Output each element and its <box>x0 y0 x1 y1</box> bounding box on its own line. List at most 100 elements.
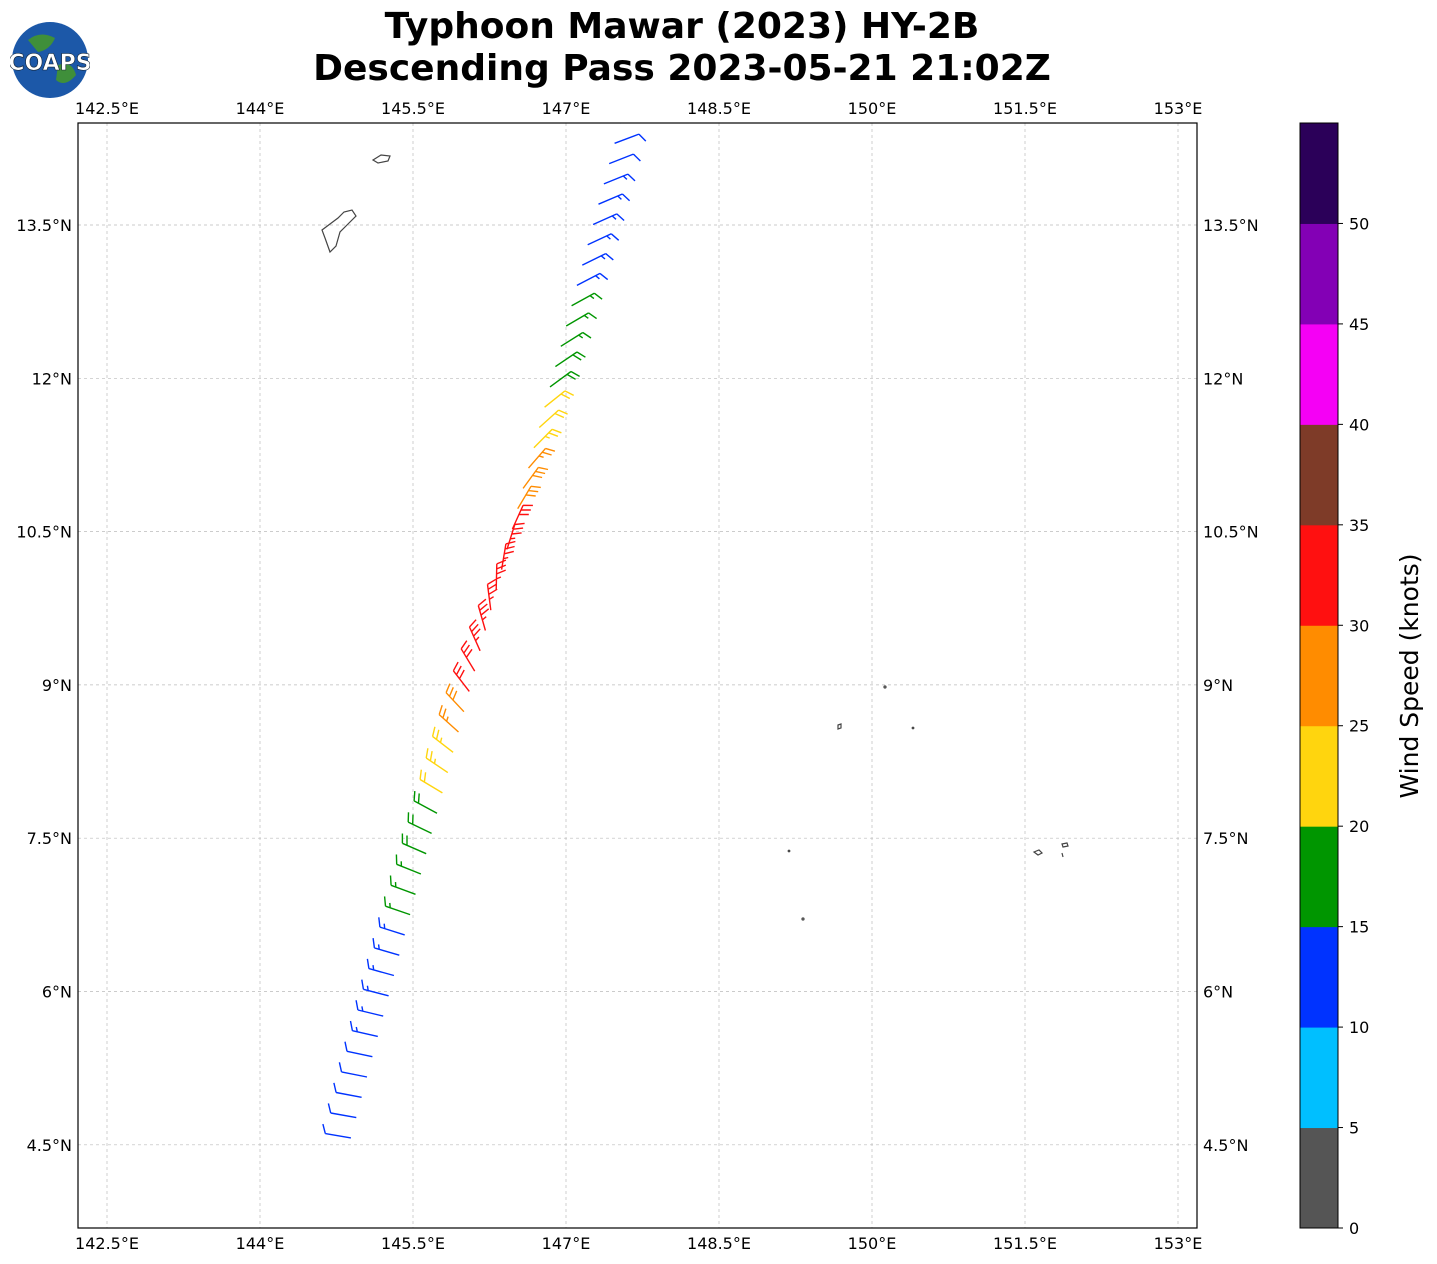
wind-barb <box>407 812 432 835</box>
coastlines <box>321 154 1069 921</box>
coaps-logo: COAPS <box>10 22 90 98</box>
wind-barb <box>344 1041 373 1058</box>
colorbar-segment <box>1300 424 1338 526</box>
lat-tick-label-left: 10.5°N <box>16 523 72 542</box>
colorbar-tick-label: 35 <box>1349 516 1369 535</box>
lat-tick-label-left: 12°N <box>32 369 72 388</box>
colorbar-tick-label: 30 <box>1349 616 1369 635</box>
lon-tick-label-bottom: 145.5°E <box>381 1234 445 1253</box>
title-line-1: Typhoon Mawar (2023) HY-2B <box>384 6 980 47</box>
wind-barb <box>477 598 490 631</box>
lat-tick-label-right: 12°N <box>1203 369 1243 388</box>
wind-barb <box>431 726 454 753</box>
colorbar-tick-label: 45 <box>1349 315 1369 334</box>
wind-barb <box>587 233 620 246</box>
wind-barb <box>333 1082 362 1098</box>
gridlines <box>78 123 1197 1228</box>
wind-barb <box>511 504 533 530</box>
wind-barb <box>544 390 575 408</box>
wind-barb <box>389 875 416 895</box>
colorbar: 0 5 10 15 20 25 30 35 40 45 50 <box>1299 122 1369 1238</box>
colorbar-segment <box>1300 524 1338 626</box>
wind-barb <box>517 485 541 510</box>
wind-barb <box>413 791 438 814</box>
wind-barb <box>608 153 641 165</box>
lat-tick-label-right: 7.5°N <box>1203 829 1248 848</box>
colorbar-segment <box>1300 625 1338 727</box>
wind-barb <box>571 292 603 307</box>
wind-barb <box>565 312 598 327</box>
colorbar-segment <box>1300 223 1338 325</box>
lat-tick-label-left: 6°N <box>42 983 72 1002</box>
colorbar-segment <box>1300 323 1338 425</box>
wind-barbs <box>322 123 647 1139</box>
colorbar-tick-label: 0 <box>1349 1219 1359 1238</box>
colorbar-segment <box>1300 1127 1338 1229</box>
wind-barb <box>395 854 422 875</box>
lon-tick-label-bottom: 153°E <box>1154 1234 1203 1253</box>
wind-barb <box>522 466 549 489</box>
lon-tick-label-top: 151.5°E <box>993 99 1057 118</box>
lon-tick-label-top: 148.5°E <box>687 99 751 118</box>
wind-barb <box>372 938 400 956</box>
lat-tick-label-right: 13.5°N <box>1203 216 1259 235</box>
lon-tick-label-top: 145.5°E <box>381 99 445 118</box>
wind-barb <box>500 540 516 570</box>
colorbar-segment <box>1300 826 1338 928</box>
colorbar-segment <box>1300 123 1338 224</box>
colorbar-tick-label: 10 <box>1349 1018 1369 1037</box>
colorbar-frame <box>1299 122 1339 1229</box>
lon-tick-label-bottom: 144°E <box>236 1234 285 1253</box>
lon-tick-label-top: 142.5°E <box>75 99 139 118</box>
lat-tick-label-left: 9°N <box>42 676 72 695</box>
wind-barb <box>576 272 609 287</box>
wind-barb <box>598 193 631 205</box>
island <box>787 849 791 853</box>
lat-tick-label-right: 10.5°N <box>1203 523 1259 542</box>
colorbar-tick-label: 5 <box>1349 1119 1359 1138</box>
wind-barb <box>506 522 525 550</box>
wind-barb <box>401 833 427 855</box>
lat-tick-label-left: 4.5°N <box>27 1136 72 1155</box>
wind-barb <box>538 409 568 429</box>
lon-tick-label-bottom: 148.5°E <box>687 1234 751 1253</box>
colorbar-tick-label: 15 <box>1349 918 1369 937</box>
lat-tick-label-left: 7.5°N <box>27 829 72 848</box>
lon-tick-label-top: 153°E <box>1154 99 1203 118</box>
lon-tick-label-bottom: 147°E <box>542 1234 591 1253</box>
map-frame <box>77 122 1198 1229</box>
wind-barb <box>349 1020 378 1038</box>
wind-barb <box>581 252 614 266</box>
title-line-2: Descending Pass 2023-05-21 21:02Z <box>313 48 1051 89</box>
rota-island <box>371 154 391 164</box>
wind-barb <box>533 428 562 449</box>
wind-barb <box>527 447 556 469</box>
colorbar-tick-label: 25 <box>1349 717 1369 736</box>
wind-barb <box>614 133 647 144</box>
wind-barb <box>495 559 507 590</box>
wind-barb <box>419 769 443 794</box>
wind-barb <box>555 351 586 368</box>
lon-tick-label-bottom: 142.5°E <box>75 1234 139 1253</box>
wind-barb <box>378 917 405 936</box>
lon-tick-label-top: 150°E <box>848 99 897 118</box>
lat-tick-label-right: 4.5°N <box>1203 1136 1248 1155</box>
wind-barb <box>486 578 498 611</box>
wind-barb <box>549 370 580 388</box>
colorbar-tick-label: 40 <box>1349 415 1369 434</box>
axis-ticks: 142.5°E 142.5°E 144°E 144°E 145.5°E 145.5°E 14… <box>16 99 1258 1253</box>
wind-barb <box>425 748 449 774</box>
lon-tick-label-bottom: 151.5°E <box>993 1234 1057 1253</box>
colorbar-segment <box>1300 926 1338 1028</box>
lon-tick-label-bottom: 150°E <box>848 1234 897 1253</box>
wind-barb <box>445 683 465 713</box>
lat-tick-label-right: 9°N <box>1203 676 1233 695</box>
island <box>801 917 805 921</box>
colorbar-label: Wind Speed (knots) <box>1395 553 1424 798</box>
colorbar-tick-label: 50 <box>1349 214 1369 233</box>
lon-tick-label-top: 144°E <box>236 99 285 118</box>
island <box>883 685 887 689</box>
lon-tick-label-top: 147°E <box>542 99 591 118</box>
